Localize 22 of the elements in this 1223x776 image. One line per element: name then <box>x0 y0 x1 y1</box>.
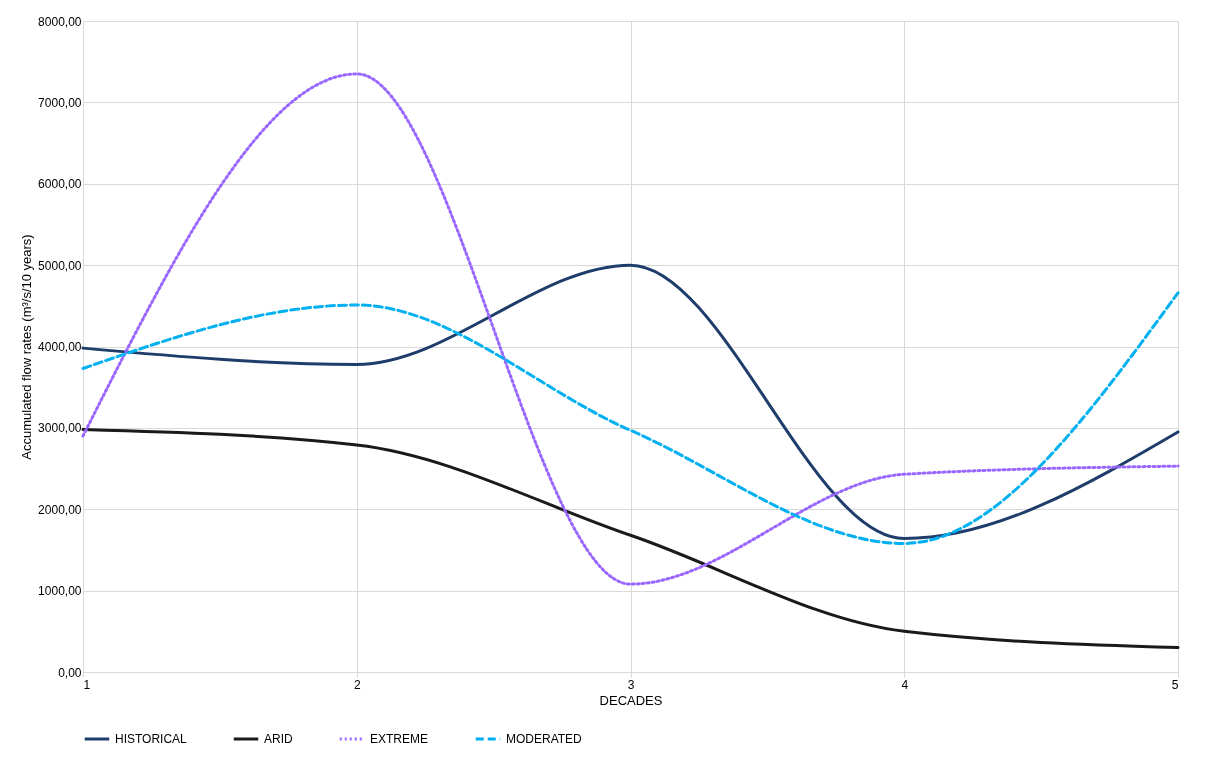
x-axis-title: DECADES <box>599 692 663 708</box>
legend-label: ARID <box>264 732 293 746</box>
y-tick-label: 3000,00 <box>38 421 82 436</box>
y-tick-label: 8000,00 <box>38 14 82 29</box>
y-tick-label: 4000,00 <box>38 340 82 354</box>
x-tick-label: 1 <box>83 677 91 692</box>
legend-label: HISTORICAL <box>115 732 188 746</box>
x-tick-label: 3 <box>627 677 635 692</box>
y-tick-label: 0,00 <box>58 665 82 680</box>
y-axis-title: Accumulated flow rates (m³/s/10 years) <box>19 234 35 460</box>
legend-label: MODERATED <box>506 732 583 746</box>
x-tick-label: 2 <box>353 677 361 692</box>
y-tick-label: 5000,00 <box>38 258 82 273</box>
y-tick-label: 7000,00 <box>38 95 82 110</box>
line-series <box>81 72 1180 586</box>
line-series <box>81 428 1180 650</box>
x-tick-label: 4 <box>901 677 909 692</box>
y-tick-label: 1000,00 <box>38 584 82 599</box>
legend-label: EXTREME <box>370 732 429 746</box>
y-tick-label: 6000,00 <box>38 177 82 192</box>
y-tick-label: 2000,00 <box>38 502 82 517</box>
x-tick-label: 5 <box>1171 677 1179 692</box>
